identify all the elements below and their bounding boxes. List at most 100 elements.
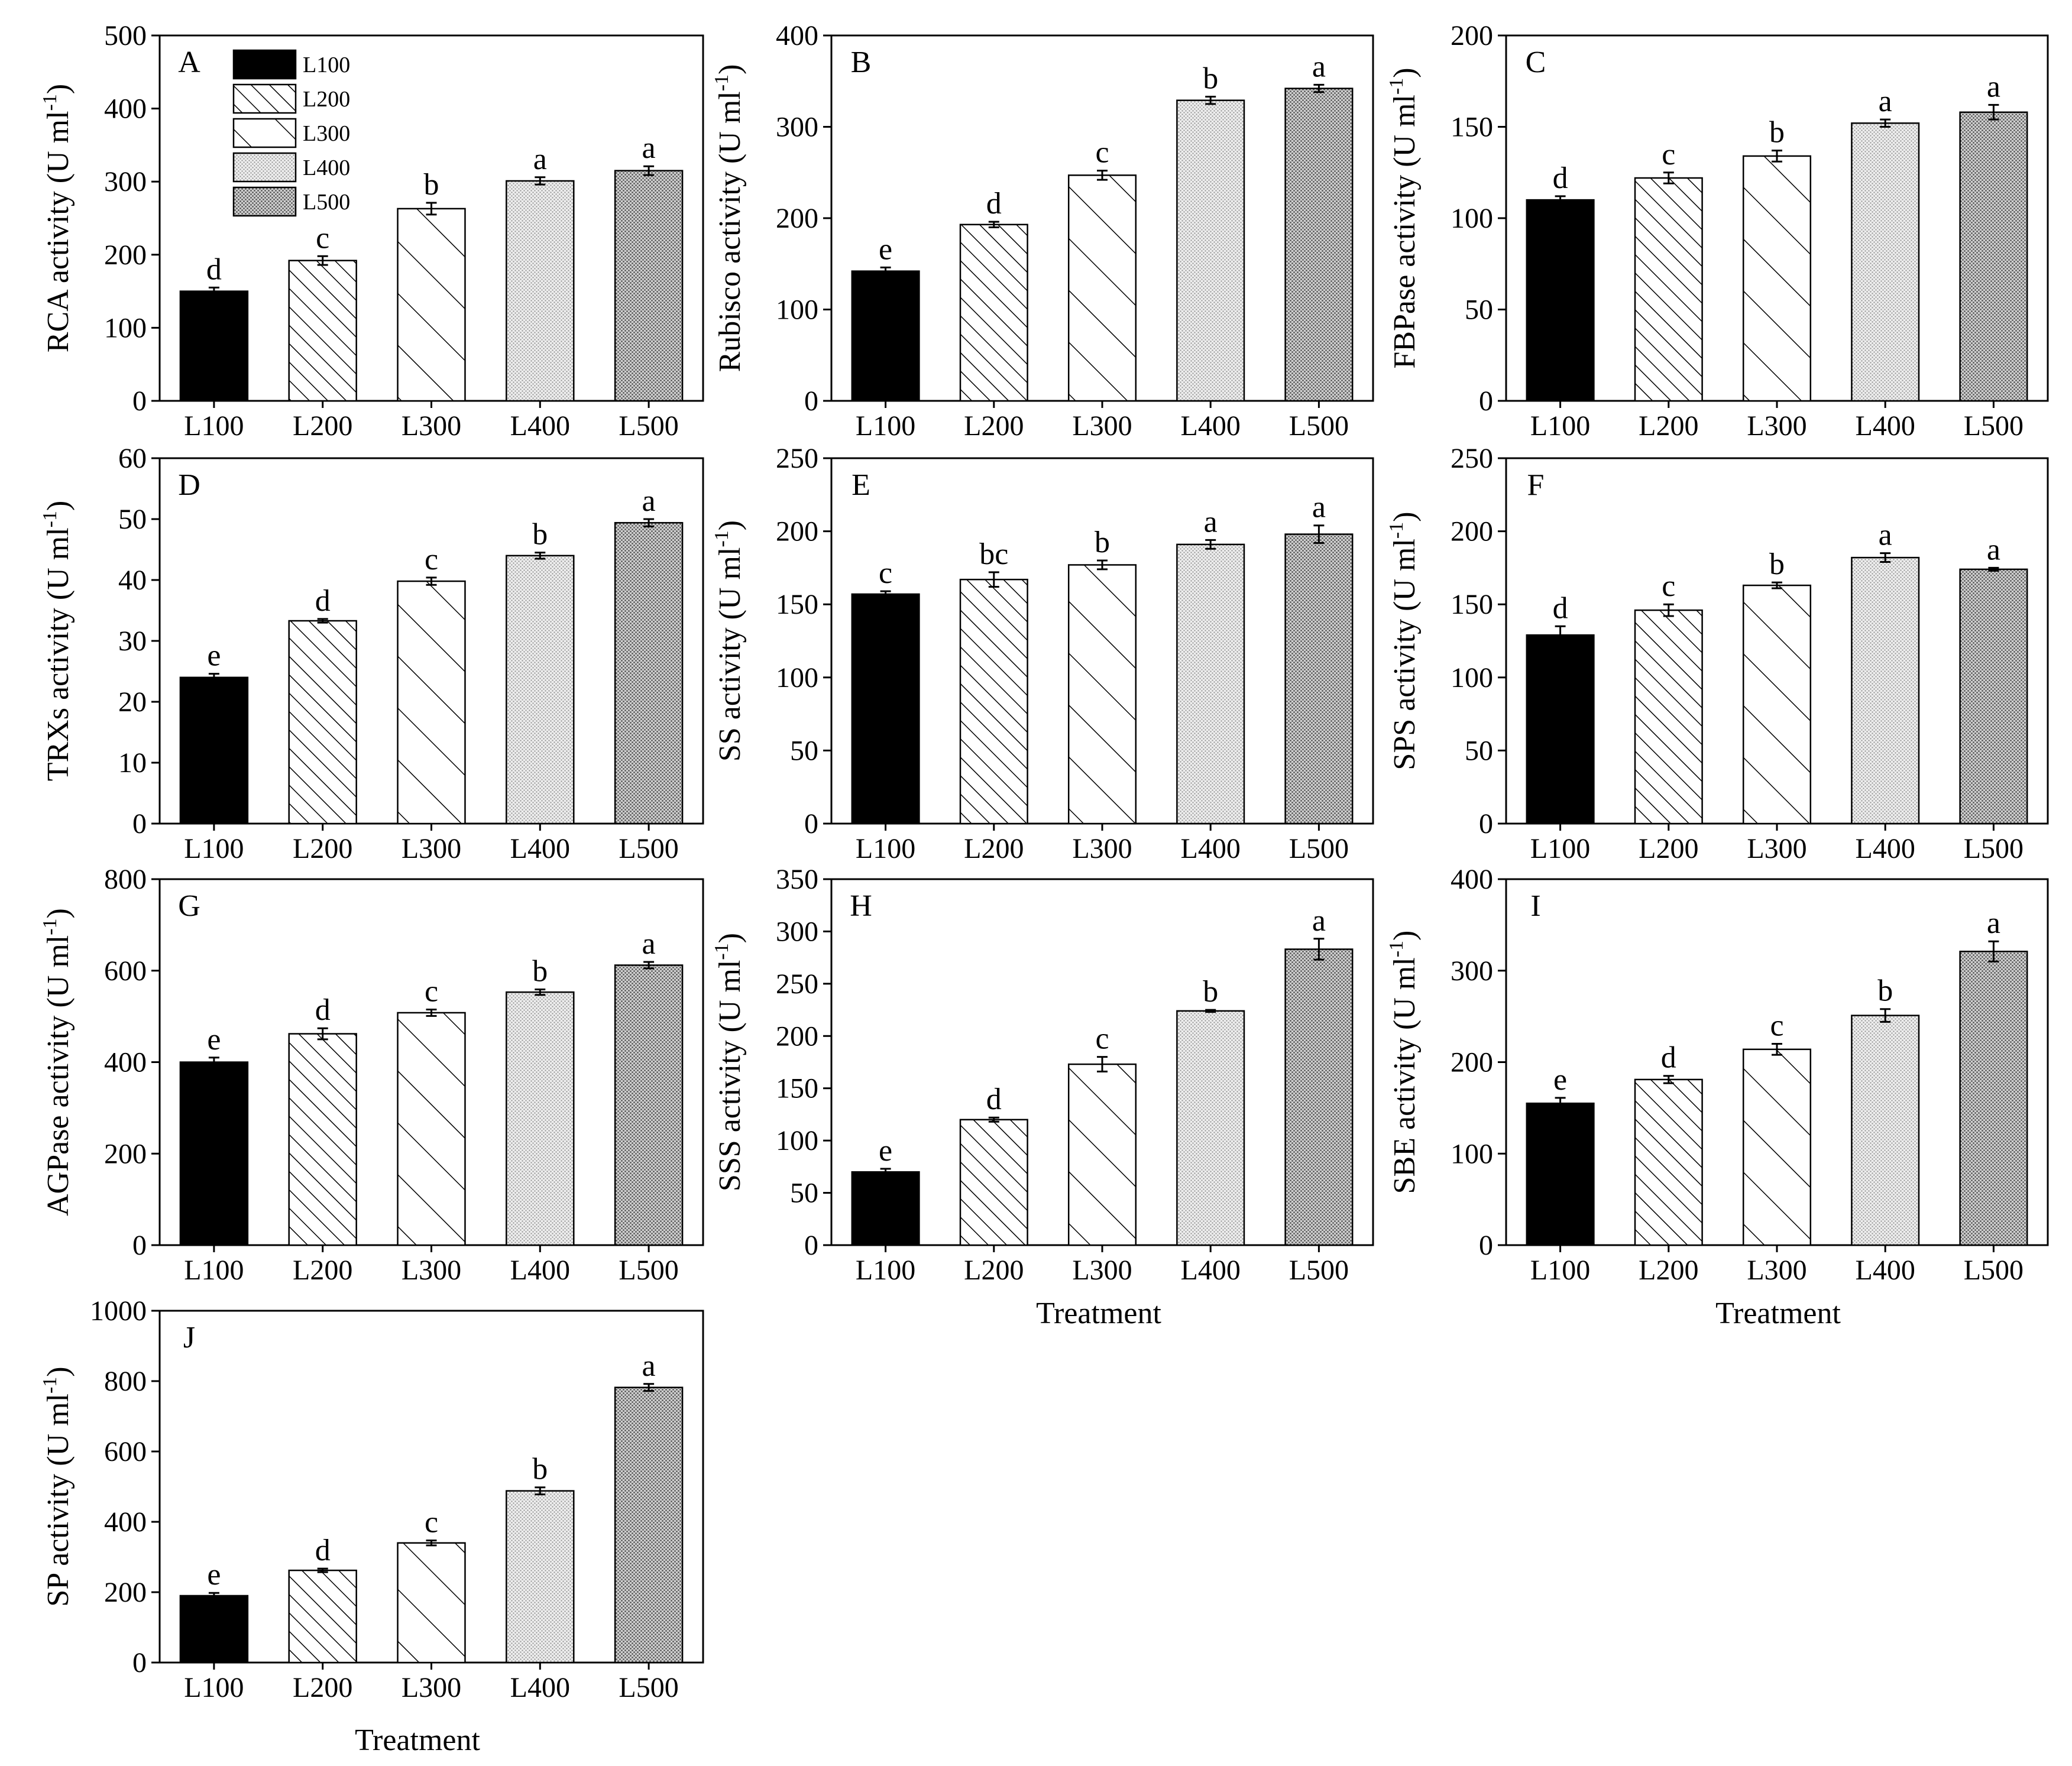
x-tick-label: L300 [1747,1255,1806,1286]
bar-l100 [179,1061,249,1246]
x-tick-label: L200 [293,833,352,864]
y-axis-title-superscript: -1 [39,1377,61,1394]
bar-l300 [397,580,466,825]
x-tick-label: L400 [510,1255,570,1286]
bar-l400 [1851,1015,1920,1246]
significance-letter: a [642,927,656,961]
significance-letter: e [207,1558,221,1592]
x-tick-label: L500 [619,1672,678,1703]
y-axis-title-superscript: -1 [39,918,61,935]
panel-letter: I [1530,889,1540,923]
x-tick-label: L400 [510,410,570,442]
bar-l300 [1067,174,1137,402]
y-axis-title-superscript: -1 [39,94,61,111]
bar-l200 [959,223,1028,402]
y-tick-label: 200 [1451,20,1493,51]
y-axis-title-end: ) [713,64,747,74]
bar-l100 [179,676,249,825]
significance-letter: e [207,639,221,673]
x-tick-label: L500 [1964,833,2024,864]
x-axis-title-h: Treatment [1036,1297,1161,1330]
bar-l100 [179,1595,249,1664]
significance-letter: e [1553,1063,1567,1097]
y-tick-label: 200 [104,239,147,271]
significance-letter: d [1553,591,1568,625]
bar-l400 [506,555,575,825]
y-tick-label: 200 [776,516,818,547]
bar-l300 [1067,564,1137,825]
significance-letter: c [1095,136,1109,170]
y-tick-label: 150 [776,589,818,620]
legend-label: L100 [303,53,350,77]
significance-letter: b [532,518,548,552]
significance-letter: d [1553,161,1568,195]
significance-letter: c [1662,569,1675,603]
y-tick-label: 200 [104,1138,147,1169]
bar-l400 [1176,99,1245,402]
y-axis-title: RCA activity (U ml-1) [39,84,75,352]
x-tick-label: L500 [619,833,678,864]
y-axis-title-superscript: -1 [1385,78,1407,95]
x-axis-title-i: Treatment [1715,1297,1841,1330]
x-tick-label: L300 [1072,1255,1132,1286]
bar-l500 [1959,951,2028,1246]
y-axis-title: SPS activity (U ml-1) [1385,511,1422,770]
y-tick-label: 500 [104,20,147,51]
y-axis-title-main: FBPase activity (U ml [1388,95,1422,369]
y-tick-label: 200 [1451,516,1493,547]
bar-l300 [397,1012,466,1246]
legend-swatch-l500 [232,186,297,217]
y-tick-label: 600 [104,955,147,987]
panel-letter: A [178,46,200,79]
y-tick-label: 300 [776,916,818,947]
panel-b: 0 100 200 300 400 Rubisco activity (U ml-1) Be… [711,20,1374,442]
y-tick-label: 0 [804,1230,818,1261]
significance-letter: c [1770,1009,1783,1043]
significance-letter: a [1312,50,1326,83]
x-tick-label: L200 [964,410,1024,442]
significance-letter: b [1203,975,1218,1009]
x-tick-label: L500 [619,410,678,442]
bar-l500 [614,964,684,1246]
significance-letter: a [642,484,656,518]
bar-l500 [1959,111,2028,402]
x-tick-label: L400 [1856,410,1915,442]
y-tick-label: 400 [104,93,147,125]
y-tick-label: 800 [104,1366,147,1397]
y-axis-title: Rubisco activity (U ml-1) [711,64,747,372]
significance-letter: c [1095,1022,1109,1056]
panel-e: 0 50 100 150 200 250 SS activity (U ml-1) Ec L10… [711,443,1374,864]
bar-l400 [1851,122,1920,402]
x-tick-label: L400 [1181,1255,1241,1286]
panel-letter: C [1526,46,1546,79]
y-tick-label: 200 [776,1020,818,1052]
bar-l300 [1742,584,1812,825]
significance-letter: a [1312,491,1326,524]
significance-letter: a [1312,904,1326,938]
y-axis-title-main: SP activity (U ml [41,1394,75,1607]
y-axis-title-main: SPS activity (U ml [1388,539,1422,770]
y-tick-label: 400 [1451,864,1493,895]
y-tick-label: 400 [104,1047,147,1078]
y-tick-label: 100 [776,662,818,694]
y-tick-label: 300 [104,166,147,197]
significance-letter: a [1879,85,1892,118]
y-tick-label: 200 [1451,1047,1493,1078]
significance-letter: c [1662,138,1675,171]
x-tick-label: L400 [1181,833,1241,864]
y-axis-title: TRXs activity (U ml-1) [39,501,75,782]
y-tick-label: 1000 [90,1295,147,1327]
y-tick-label: 50 [118,504,147,535]
significance-letter: e [207,1023,221,1057]
bar-l500 [614,170,684,402]
x-tick-label: L400 [1181,410,1241,442]
y-axis-title-end: ) [1388,511,1422,521]
y-tick-label: 800 [104,864,147,895]
y-axis-title-main: AGPase activity (U ml [41,935,75,1216]
y-axis-title-end: ) [41,501,75,511]
x-tick-label: L200 [293,1672,352,1703]
bar-l200 [1634,177,1703,402]
significance-letter: b [1877,974,1893,1008]
x-tick-label: L300 [402,1255,461,1286]
